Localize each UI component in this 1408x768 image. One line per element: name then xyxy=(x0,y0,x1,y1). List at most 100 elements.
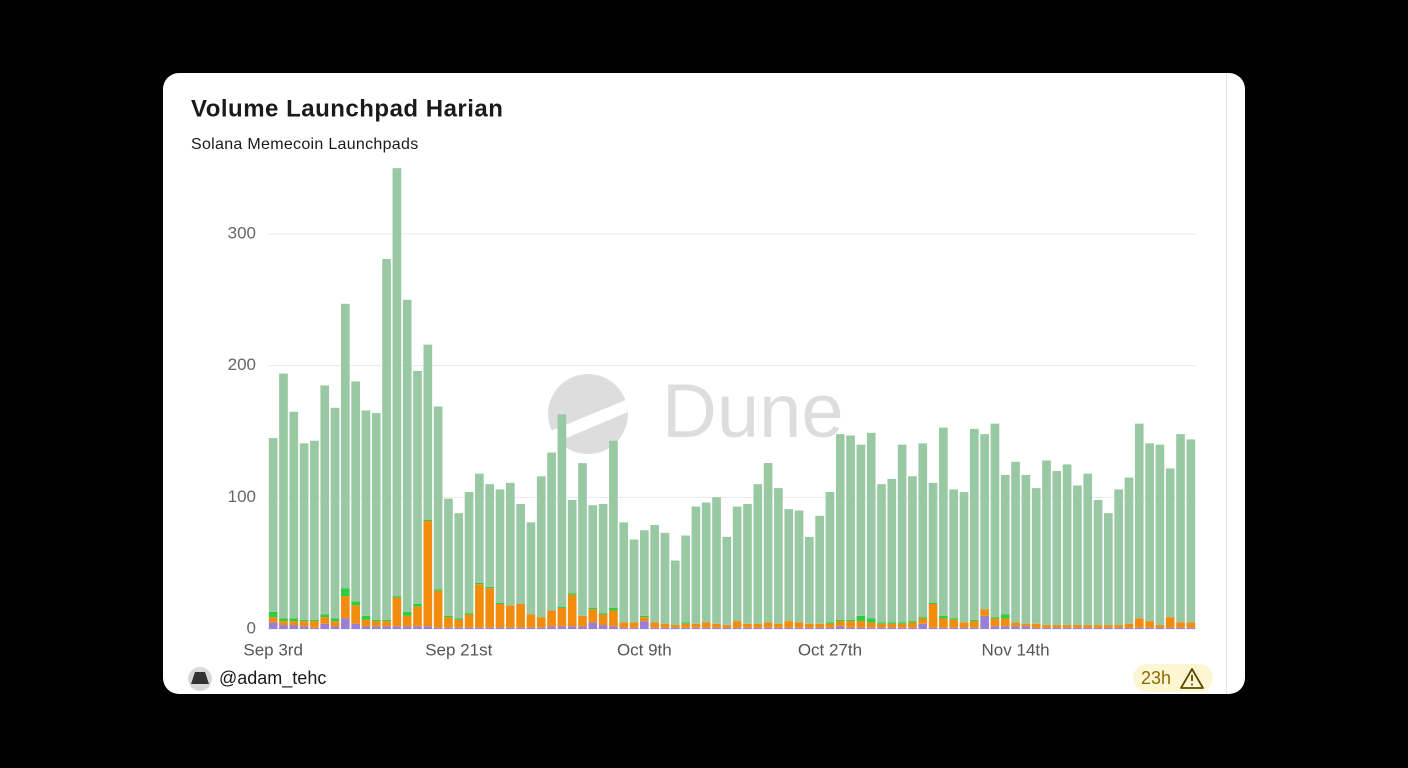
bar-segment xyxy=(1021,623,1031,627)
bar-segment xyxy=(320,614,330,618)
bar-segment xyxy=(526,627,536,629)
bar-segment xyxy=(877,622,886,624)
bar-segment xyxy=(1124,627,1134,629)
bars xyxy=(268,168,1196,629)
bar-segment xyxy=(310,621,319,628)
bar-segment xyxy=(701,627,711,629)
bar-segment xyxy=(402,615,412,627)
bar-segment xyxy=(939,427,948,616)
age-badge[interactable]: 23h xyxy=(1133,664,1213,692)
bar-segment xyxy=(784,621,794,628)
bar-segment xyxy=(268,622,278,629)
bar-segment xyxy=(268,611,278,618)
bar-segment xyxy=(1062,625,1072,628)
bar-segment xyxy=(279,621,288,626)
bar-segment xyxy=(897,444,907,623)
bar-segment xyxy=(835,626,845,629)
bar-segment xyxy=(670,560,680,626)
x-tick-label: Sep 3rd xyxy=(243,640,303,659)
bar-segment xyxy=(330,626,340,629)
bar-segment xyxy=(640,530,649,616)
bar-segment xyxy=(763,463,773,623)
bar-segment xyxy=(588,607,598,610)
bar-segment xyxy=(505,605,515,628)
bar-segment xyxy=(959,492,969,623)
bar-segment xyxy=(660,532,670,624)
bar-segment xyxy=(330,621,340,627)
bar-segment xyxy=(701,502,711,623)
bar-segment xyxy=(1124,477,1134,624)
bar-segment xyxy=(1073,485,1082,626)
bar-segment xyxy=(825,622,835,624)
bar-segment xyxy=(516,503,525,604)
chart-title: Volume Launchpad Harian xyxy=(191,95,503,122)
bar-segment xyxy=(640,617,649,622)
bar-segment xyxy=(763,622,773,628)
bar-segment xyxy=(536,476,546,618)
bar-segment xyxy=(310,619,319,622)
bar-segment xyxy=(526,614,536,628)
bar-segment xyxy=(939,618,948,628)
bar-segment xyxy=(279,625,288,629)
bar-segment xyxy=(485,484,495,587)
bar-segment xyxy=(382,621,391,627)
bar-segment xyxy=(897,627,907,629)
bar-segment xyxy=(299,621,309,627)
bar-segment xyxy=(578,463,587,616)
labels: 0 100 200 300 Sep 3rd Sep 21st Oct 9th Oct 27th… xyxy=(228,223,1050,659)
bar-segment xyxy=(423,521,433,627)
bar-segment xyxy=(557,626,567,629)
bar-segment xyxy=(959,622,969,628)
bar-segment xyxy=(619,522,629,623)
bar-segment xyxy=(598,625,608,629)
bar-segment xyxy=(835,434,845,620)
bar-segment xyxy=(670,625,680,628)
bar-segment xyxy=(939,627,948,629)
bar-segment xyxy=(681,627,690,629)
bar-segment xyxy=(928,627,938,629)
bar-segment xyxy=(402,299,412,612)
bar-segment xyxy=(681,622,690,624)
bar-segment xyxy=(949,618,959,620)
bar-segment xyxy=(650,627,659,629)
bar-segment xyxy=(330,407,340,619)
x-tick-label: Oct 9th xyxy=(617,640,672,659)
bar-segment xyxy=(805,623,814,628)
bar-segment xyxy=(1186,622,1196,628)
bar-segment xyxy=(712,497,721,624)
bar-segment xyxy=(1165,627,1175,629)
bar-segment xyxy=(299,626,309,629)
bar-segment xyxy=(413,626,422,629)
bar-segment xyxy=(897,622,907,624)
warning-icon[interactable] xyxy=(1180,668,1204,689)
bar-segment xyxy=(619,622,629,628)
bar-segment xyxy=(1093,499,1103,626)
bar-segment xyxy=(578,626,587,629)
bar-segment xyxy=(423,344,433,520)
bar-segment xyxy=(371,619,381,622)
bar-segment xyxy=(980,609,989,616)
bar-segment xyxy=(1114,627,1123,629)
bar-segment xyxy=(1155,625,1165,628)
bar-segment xyxy=(567,593,577,595)
bar-segment xyxy=(1083,473,1093,626)
bar-segment xyxy=(475,473,484,583)
bar-segment xyxy=(732,627,742,629)
warning-icon-dot[interactable] xyxy=(1191,683,1193,686)
age-text[interactable]: 23h xyxy=(1141,668,1171,688)
bar-segment xyxy=(485,588,495,628)
bar-segment xyxy=(464,614,474,628)
bar-segment xyxy=(1000,474,1010,615)
bar-segment xyxy=(722,625,732,628)
bar-segment xyxy=(866,627,876,629)
bar-segment xyxy=(609,440,618,608)
bar-segment xyxy=(279,373,288,619)
bar-segment xyxy=(433,590,443,628)
bar-segment xyxy=(1176,627,1185,629)
bar-segment xyxy=(609,626,618,629)
bar-segment xyxy=(1155,444,1165,626)
bar-segment xyxy=(753,627,763,629)
bar-segment xyxy=(588,622,598,629)
bar-segment xyxy=(928,482,938,603)
bar-segment xyxy=(351,601,360,606)
